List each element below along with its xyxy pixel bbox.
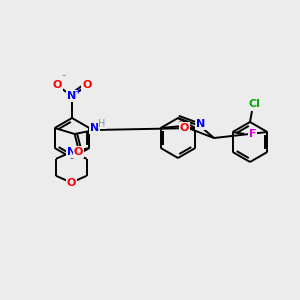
Text: +: + <box>74 86 80 95</box>
Text: N: N <box>196 119 206 129</box>
Text: H: H <box>98 119 105 129</box>
Text: N: N <box>67 147 76 157</box>
Text: N: N <box>90 123 99 133</box>
Text: N: N <box>68 91 76 101</box>
Text: Cl: Cl <box>248 99 260 109</box>
Text: O: O <box>180 123 189 133</box>
Text: O: O <box>67 178 76 188</box>
Text: O: O <box>82 80 92 90</box>
Text: O: O <box>74 147 83 157</box>
Text: O: O <box>52 80 62 90</box>
Text: F: F <box>249 129 256 139</box>
Text: ⁻: ⁻ <box>62 73 66 82</box>
